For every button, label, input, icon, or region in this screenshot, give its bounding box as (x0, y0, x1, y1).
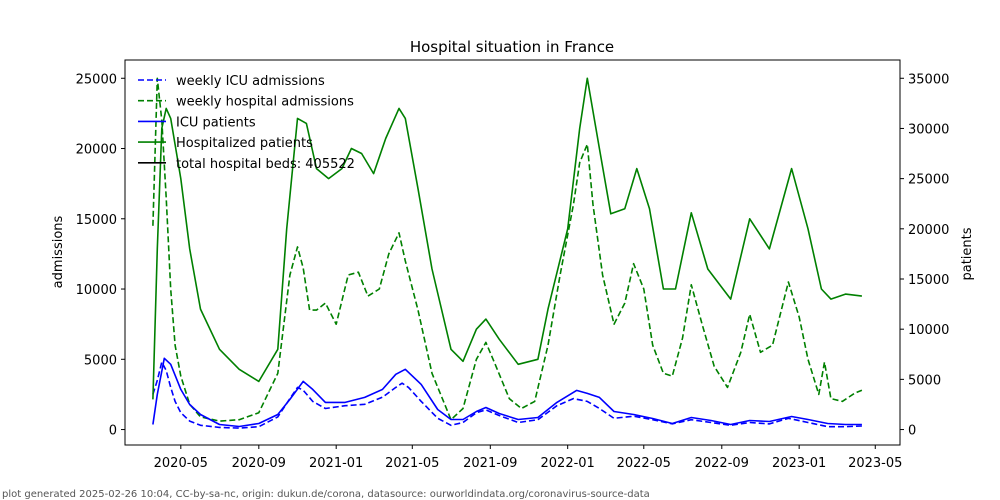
footer-note: plot generated 2025-02-26 10:04, CC-by-s… (2, 489, 650, 500)
x-tick-label-7: 2022-09 (695, 456, 749, 471)
y-tick-label-5: 25000 (76, 72, 117, 87)
y2-tick-label-3: 15000 (908, 273, 949, 288)
legend-label-2: ICU patients (176, 115, 256, 130)
series-line-0 (152, 361, 862, 429)
x-tick-label-5: 2022-01 (541, 456, 595, 471)
series-line-1 (152, 77, 863, 422)
x-axis: 2020-05 2020-09 2021-01 2021-05 2021-09 2022-… (154, 445, 902, 471)
y2-tick-label-1: 5000 (908, 373, 941, 388)
y-tick-label-0: 0 (109, 424, 117, 439)
x-tick-label-3: 2021-05 (385, 456, 439, 471)
x-tick-label-0: 2020-05 (154, 456, 208, 471)
y-tick-label-3: 15000 (76, 213, 117, 228)
x-tick-label-9: 2023-05 (848, 456, 902, 471)
legend-label-4: total hospital beds: 405522 (176, 157, 355, 172)
series-line-3 (152, 77, 862, 400)
plot-frame (124, 59, 901, 446)
series-layer (152, 77, 863, 429)
legend: weekly ICU admissions weekly hospital adm… (138, 74, 355, 172)
x-tick-label-8: 2023-01 (772, 456, 826, 471)
legend-label-0: weekly ICU admissions (176, 74, 325, 89)
y2-tick-label-2: 10000 (908, 323, 949, 338)
legend-label-1: weekly hospital admissions (176, 95, 354, 110)
x-tick-label-1: 2020-09 (232, 456, 286, 471)
y2-tick-label-6: 30000 (908, 122, 949, 137)
y-tick-label-1: 5000 (84, 353, 117, 368)
series-line-2 (152, 357, 862, 428)
y2-axis-label: patients (960, 227, 975, 280)
x-tick-label-4: 2021-09 (463, 456, 517, 471)
y2-tick-label-5: 25000 (908, 173, 949, 188)
y2-tick-label-4: 20000 (908, 223, 949, 238)
y2-tick-label-7: 35000 (908, 72, 949, 87)
y-axis-label: admissions (51, 215, 66, 288)
x-tick-label-6: 2022-05 (617, 456, 671, 471)
y-tick-label-2: 10000 (76, 283, 117, 298)
legend-label-3: Hospitalized patients (176, 136, 313, 151)
x-tick-label-2: 2021-01 (309, 456, 363, 471)
y-axis-left: 0 5000 10000 15000 20000 25000 (76, 72, 125, 439)
plot-area (125, 60, 900, 445)
y-tick-label-4: 20000 (76, 143, 117, 158)
chart-title: Hospital situation in France (410, 38, 614, 56)
y2-tick-label-0: 0 (908, 424, 916, 439)
y-axis-right: 0 5000 10000 15000 20000 25000 30000 35000 (900, 72, 949, 439)
